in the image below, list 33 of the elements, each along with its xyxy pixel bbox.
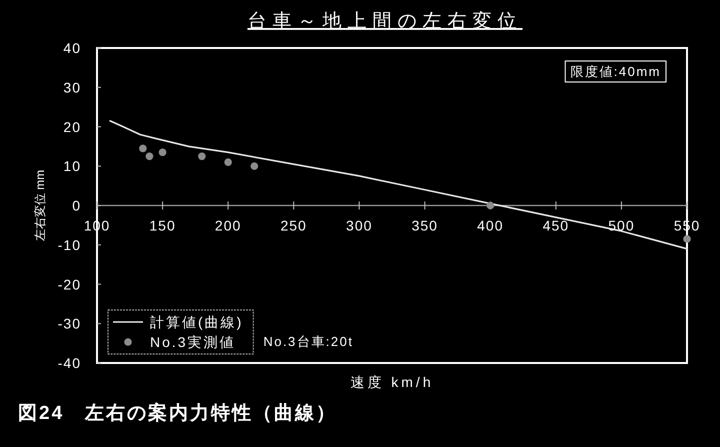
legend-label: No.3実測値 (150, 334, 236, 350)
x-tick-label: 400 (477, 218, 504, 234)
caption: 図24 左右の案内力特性（曲線） (18, 402, 338, 424)
point (198, 152, 206, 160)
x-tick-label: 150 (149, 218, 176, 234)
x-tick-label: 350 (412, 218, 438, 234)
point (486, 202, 494, 210)
y-tick-label: 40 (63, 40, 81, 56)
y-tick-label: 20 (63, 118, 81, 135)
y-tick-label: -20 (58, 276, 81, 292)
y-tick-label: 0 (72, 198, 81, 214)
y-tick-label: -10 (58, 236, 81, 253)
point (250, 162, 258, 170)
x-tick-label: 300 (346, 218, 372, 234)
y-tick-label: -30 (58, 316, 81, 332)
y-tick-label: 30 (63, 79, 81, 96)
y-tick-label: -40 (58, 355, 81, 371)
chart-title: 台車～地上間の左右変位 (248, 10, 522, 32)
legend-label: 計算値(曲線) (150, 314, 244, 330)
point (139, 144, 147, 152)
x-tick-label: 450 (542, 218, 570, 234)
annotation: 限度値:40mm (570, 64, 661, 79)
point (683, 235, 691, 243)
x-tick-label: 500 (608, 218, 635, 234)
point (158, 148, 166, 156)
x-axis-title: 速度 km/h (350, 374, 434, 390)
annotation: No.3台車:20t (263, 334, 354, 349)
x-tick-label: 250 (280, 218, 307, 234)
y-axis-title: 左右変位 mm (33, 170, 47, 242)
point (224, 158, 232, 166)
x-tick-label: 200 (214, 218, 242, 234)
point (146, 152, 154, 160)
y-tick-label: 10 (63, 158, 81, 174)
